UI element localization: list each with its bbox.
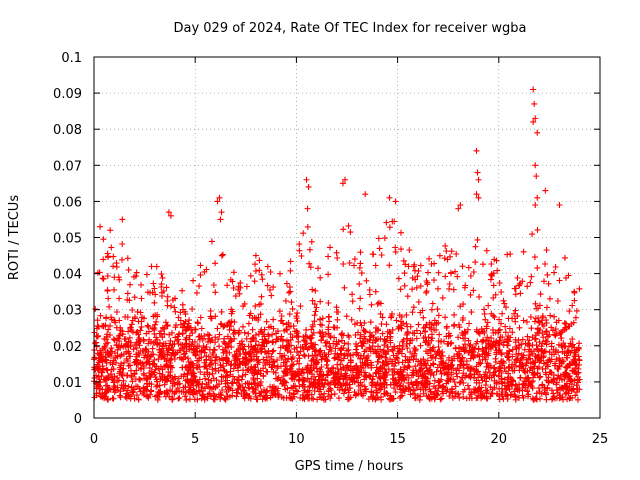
y-tick-label: 0.06 (53, 195, 82, 210)
roti-peak-point (534, 129, 541, 136)
chart-title: Day 029 of 2024, Rate Of TEC Index for r… (173, 21, 526, 36)
roti-peak-point (119, 216, 126, 223)
x-tick-label: 0 (90, 432, 98, 447)
roti-peak-point (455, 205, 462, 212)
x-axis-label: GPS time / hours (295, 459, 404, 474)
roti-peak-point (107, 227, 114, 234)
roti-point-cloud (91, 218, 583, 403)
roti-peak-point (534, 194, 541, 201)
y-tick-label: 0.04 (53, 268, 82, 283)
roti-peak-point (214, 198, 221, 205)
y-tick-label: 0.03 (53, 304, 82, 319)
roti-peak-point (304, 205, 311, 212)
roti-peak-point (167, 212, 174, 219)
roti-peak-point (218, 209, 225, 216)
roti-peak-point (542, 187, 549, 194)
axis-ticks: 0 5 10 15 20 25 0 0.01 0.02 0.03 0.04 0.05 0.06 0.07 0… (53, 51, 608, 447)
roti-peak-point (473, 147, 480, 154)
roti-peak-point (216, 194, 223, 201)
y-tick-label: 0.02 (53, 340, 82, 355)
roti-peak-point (533, 173, 540, 180)
roti-peak-point (305, 183, 312, 190)
y-tick-label: 0.05 (53, 232, 82, 247)
roti-peak-point (474, 169, 481, 176)
roti-peak-point (386, 194, 393, 201)
y-tick-label: 0.08 (53, 123, 82, 138)
y-tick-label: 0.1 (61, 51, 82, 66)
y-tick-label: 0.07 (53, 159, 82, 174)
roti-peak-point (457, 202, 464, 209)
roti-peak-point (532, 162, 539, 169)
x-tick-label: 25 (592, 432, 609, 447)
roti-peak-point (531, 100, 538, 107)
y-tick-label: 0.09 (53, 87, 82, 102)
roti-peak-point (532, 115, 539, 122)
roti-peak-point (339, 180, 346, 187)
y-tick-label: 0.01 (53, 376, 82, 391)
roti-peak-point (165, 209, 172, 216)
roti-peak-point (530, 118, 537, 125)
roti-peak-point (530, 86, 537, 93)
roti-peak-point (473, 191, 480, 198)
x-tick-label: 20 (491, 432, 508, 447)
roti-peak-point (475, 176, 482, 183)
roti-peak-point (217, 216, 224, 223)
x-tick-label: 5 (191, 432, 199, 447)
roti-peak-point (362, 191, 369, 198)
roti-peak-point (341, 176, 348, 183)
x-tick-label: 15 (389, 432, 406, 447)
roti-peak-point (532, 202, 539, 209)
x-tick-label: 10 (288, 432, 305, 447)
roti-peak-point (392, 198, 399, 205)
roti-peak-point (556, 202, 563, 209)
roti-peak-point (475, 194, 482, 201)
y-tick-label: 0 (74, 412, 82, 427)
data-points (91, 86, 583, 403)
y-axis-label: ROTI / TECUs (7, 195, 22, 280)
roti-peak-point (303, 176, 310, 183)
roti-peak-point (97, 223, 104, 230)
